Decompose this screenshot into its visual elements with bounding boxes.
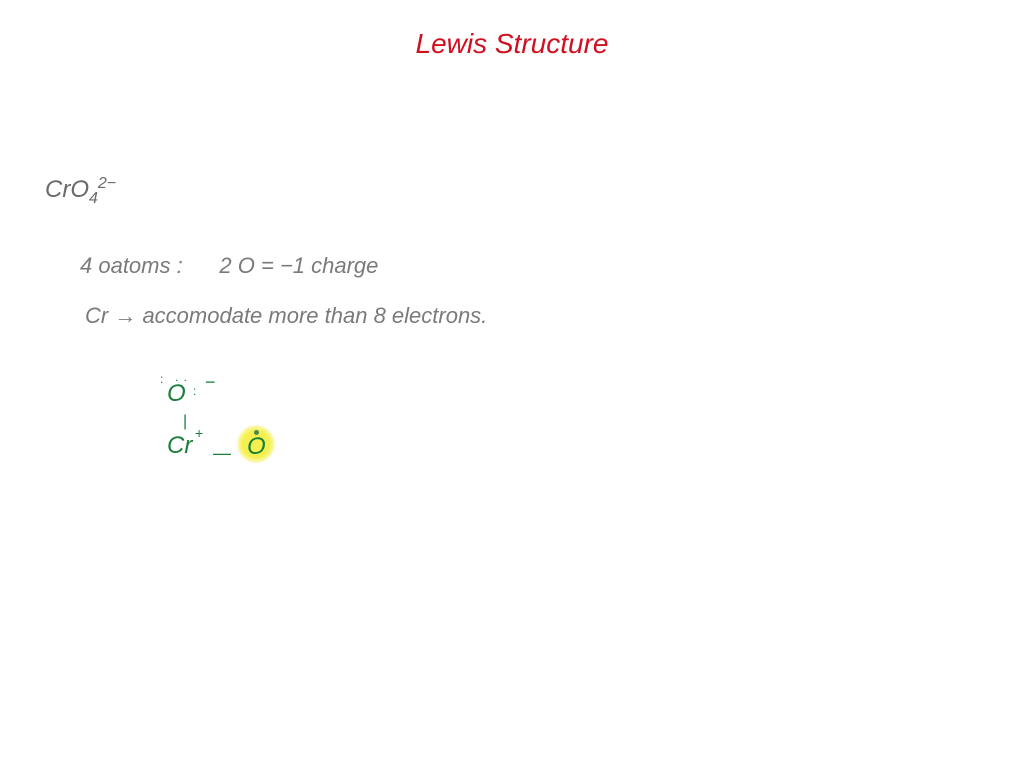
page-title: Lewis Structure bbox=[416, 28, 609, 60]
lone-pair-dots: : bbox=[193, 384, 196, 398]
oxygen-atom-right: O bbox=[247, 433, 266, 461]
lone-pair-dots: : bbox=[160, 372, 161, 386]
line1-value: 2 O = −1 charge bbox=[219, 253, 378, 278]
cursor-dot-icon bbox=[254, 430, 259, 435]
chromium-atom: Cr bbox=[167, 432, 192, 460]
lewis-diagram: : . . O : − | Cr + — O bbox=[155, 370, 335, 510]
single-bond-horizontal: — bbox=[213, 443, 231, 464]
note-line-1: 4 oatoms : 2 O = −1 charge bbox=[80, 253, 378, 279]
negative-charge: − bbox=[205, 372, 216, 393]
oxygen-atom-top: O bbox=[167, 380, 186, 408]
note-line-2: Cr → accomodate more than 8 electrons. bbox=[85, 303, 487, 329]
formula-subscript: 4 bbox=[89, 190, 98, 207]
line1-label: 4 oatoms : bbox=[80, 253, 183, 278]
formula-superscript: 2− bbox=[98, 175, 116, 192]
formula-base: CrO bbox=[45, 176, 89, 203]
positive-charge: + bbox=[195, 425, 203, 441]
chemical-formula: CrO42− bbox=[45, 175, 116, 208]
single-bond-vertical: | bbox=[183, 413, 187, 431]
